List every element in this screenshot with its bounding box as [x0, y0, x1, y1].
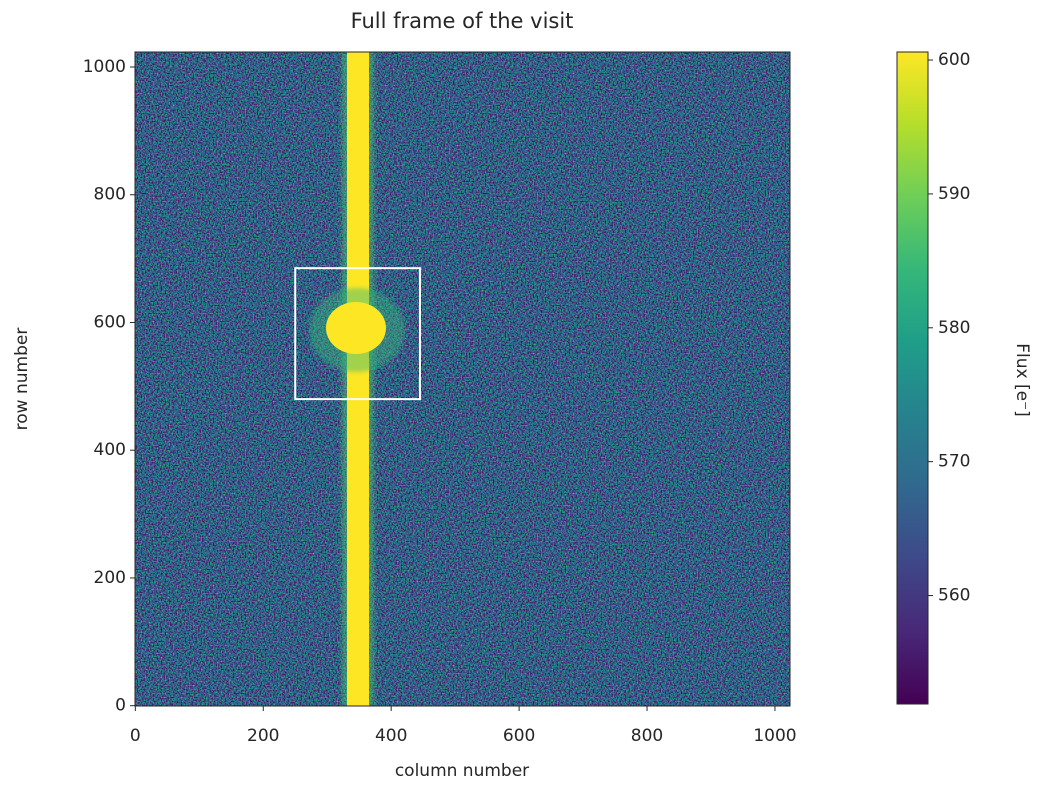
x-tick-label: 600: [503, 726, 535, 746]
y-tick-label: 0: [115, 696, 126, 716]
y-tick-label: 1000: [83, 57, 126, 77]
axes-frame: [134, 51, 791, 707]
x-tick-label: 1000: [753, 726, 796, 746]
x-tick-label: 800: [631, 726, 663, 746]
chart-title: Full frame of the visit: [351, 9, 574, 33]
colorbar-tick-label: 590: [938, 184, 970, 204]
colorbar: [896, 51, 929, 705]
x-tick-label: 400: [375, 726, 407, 746]
x-tick-label: 0: [130, 726, 141, 746]
colorbar-label: Flux [e⁻]: [1012, 343, 1032, 416]
colorbar-tick-label: 570: [938, 452, 970, 472]
colorbar-tick-label: 560: [938, 586, 970, 606]
y-tick-label: 400: [94, 440, 126, 460]
stripe: [347, 52, 369, 706]
box: [294, 267, 421, 401]
x-axis-label: column number: [395, 761, 529, 781]
y-tick-label: 200: [94, 568, 126, 588]
colorbar-tick-label: 600: [938, 50, 970, 70]
source: [326, 302, 386, 354]
x-tick-label: 200: [247, 726, 279, 746]
y-tick-label: 800: [94, 185, 126, 205]
y-axis-label: row number: [12, 328, 32, 431]
y-tick-label: 600: [94, 312, 126, 332]
image: [135, 52, 790, 706]
colorbar-gradient: [896, 51, 929, 705]
image-noise: [135, 52, 790, 706]
colorbar-tick-label: 580: [938, 318, 970, 338]
